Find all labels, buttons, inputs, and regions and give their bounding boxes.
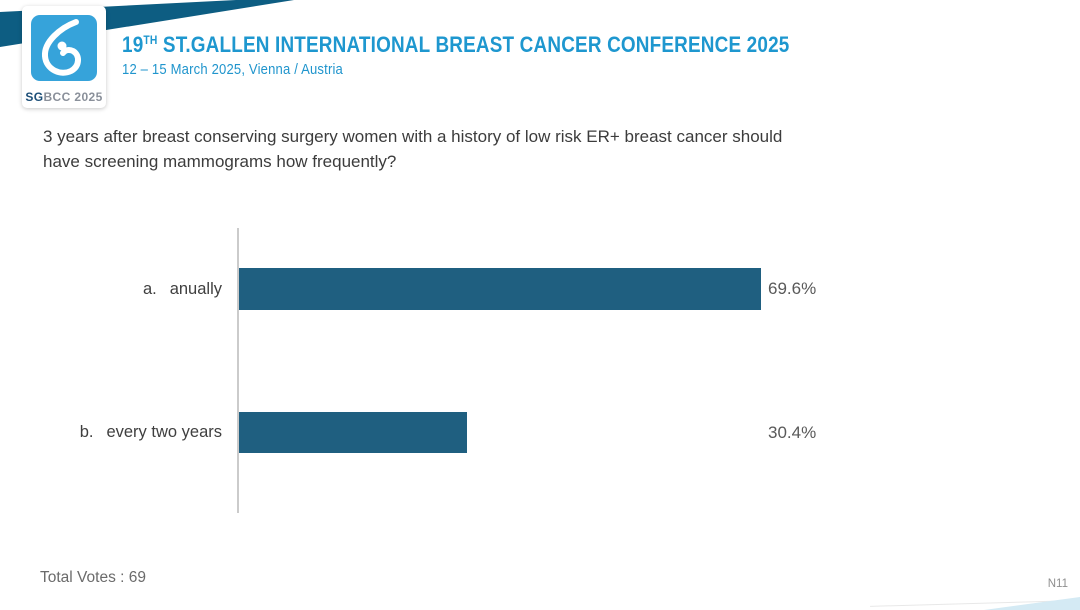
logo-wordmark-sg: SG [25, 90, 44, 104]
chart-axis-line [237, 228, 239, 513]
option-text-a: anually [169, 279, 222, 298]
question-line-1: 3 years after breast conserving surgery … [43, 127, 783, 146]
breast-drop-icon [42, 19, 81, 76]
title-text: ST.GALLEN INTERNATIONAL BREAST CANCER CO… [157, 32, 790, 57]
question-text: 3 years after breast conserving surgery … [43, 124, 963, 174]
logo-wordmark-rest: BCC 2025 [43, 90, 103, 104]
option-letter-a: a. [142, 279, 157, 298]
option-letter-b: b. [79, 423, 94, 441]
title-number: 19 [122, 32, 144, 57]
conference-title: 19TH ST.GALLEN INTERNATIONAL BREAST CANC… [122, 32, 789, 58]
logo-card: SGBCC 2025 [22, 6, 106, 108]
logo-square [31, 15, 97, 81]
value-label-b: 30.4% [768, 422, 817, 442]
conference-subtitle: 12 – 15 March 2025, Vienna / Austria [122, 62, 343, 78]
option-text-b: every two years [106, 423, 222, 441]
slide-code: N11 [1047, 578, 1068, 590]
header: 19TH ST.GALLEN INTERNATIONAL BREAST CANC… [122, 32, 898, 78]
option-label-b: b. every two years [0, 412, 222, 453]
result-bar-b [239, 412, 467, 453]
result-bar-a [239, 268, 761, 310]
title-ordinal: TH [143, 33, 158, 47]
total-votes: Total Votes : 69 [40, 569, 146, 586]
option-label-a: a. anually [0, 268, 222, 310]
value-label-a: 69.6% [768, 279, 817, 298]
logo-wordmark: SGBCC 2025 [22, 90, 106, 104]
question-line-2: have screening mammograms how frequently… [43, 152, 397, 171]
